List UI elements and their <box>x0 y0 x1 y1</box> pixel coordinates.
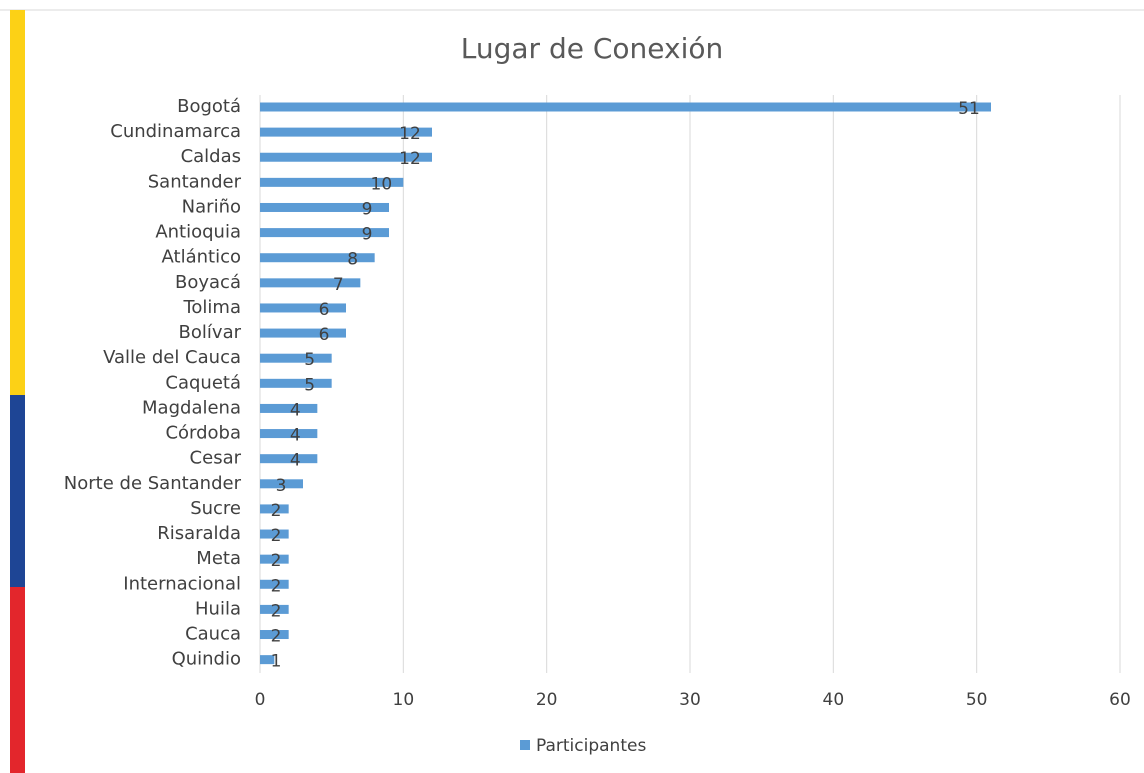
data-label: 5 <box>304 350 315 370</box>
bar <box>260 253 375 263</box>
y-tick-label: Quindio <box>172 649 241 670</box>
bar <box>260 353 332 363</box>
x-tick-label: 50 <box>966 690 988 710</box>
data-label: 2 <box>271 526 282 546</box>
y-tick-label: Meta <box>196 548 241 569</box>
data-label: 9 <box>362 225 373 245</box>
bar <box>260 403 318 413</box>
data-label: 4 <box>290 426 301 446</box>
bar <box>260 177 404 187</box>
chart-title: Lugar de Conexión <box>461 32 724 65</box>
y-tick-label: Antioquia <box>155 222 241 243</box>
bar <box>260 328 346 338</box>
y-tick-label: Bolívar <box>179 322 242 343</box>
x-tick-label: 20 <box>536 690 558 710</box>
x-tick-label: 40 <box>823 690 845 710</box>
bar <box>260 630 289 640</box>
y-tick-label: Sucre <box>190 498 241 519</box>
data-label: 3 <box>276 476 287 496</box>
data-label: 5 <box>304 375 315 395</box>
data-label: 1 <box>271 652 282 672</box>
bar <box>260 604 289 614</box>
data-label: 6 <box>319 300 330 320</box>
bar <box>260 655 275 665</box>
y-tick-label: Valle del Cauca <box>103 347 241 368</box>
data-label: 12 <box>399 149 421 169</box>
x-tick-label: 60 <box>1109 690 1131 710</box>
y-tick-label: Boyacá <box>175 272 241 293</box>
y-tick-label: Córdoba <box>165 423 241 444</box>
y-tick-label: Bogotá <box>177 96 241 117</box>
data-label: 12 <box>399 124 421 144</box>
y-tick-label: Cundinamarca <box>110 121 241 142</box>
data-label: 4 <box>290 451 301 471</box>
data-label: 7 <box>333 275 344 295</box>
data-label: 2 <box>271 551 282 571</box>
y-tick-label: Magdalena <box>142 397 241 418</box>
bar <box>260 504 289 514</box>
y-tick-label: Cesar <box>190 448 242 469</box>
bar <box>260 127 432 137</box>
x-tick-label: 0 <box>255 690 266 710</box>
y-tick-label: Cauca <box>185 624 241 645</box>
x-tick-label: 10 <box>393 690 415 710</box>
data-label: 51 <box>958 99 980 119</box>
y-tick-label: Caquetá <box>165 372 241 393</box>
y-tick-label: Caldas <box>181 146 241 167</box>
data-label: 6 <box>319 325 330 345</box>
bar <box>260 579 289 589</box>
stripe-red <box>10 587 25 773</box>
bar <box>260 454 318 464</box>
stripe-blue <box>10 395 25 587</box>
x-tick-label: 30 <box>679 690 701 710</box>
y-tick-label: Norte de Santander <box>64 473 242 494</box>
data-label: 2 <box>271 576 282 596</box>
data-label: 2 <box>271 601 282 621</box>
bar <box>260 378 332 388</box>
y-tick-label: Huila <box>195 598 241 619</box>
y-tick-label: Santander <box>148 171 242 192</box>
legend-label: Participantes <box>536 736 646 756</box>
data-label: 8 <box>347 250 358 270</box>
bar <box>260 152 432 162</box>
bar <box>260 554 289 564</box>
bar <box>260 529 289 539</box>
y-tick-label: Risaralda <box>157 523 241 544</box>
y-tick-label: Tolima <box>182 297 241 318</box>
y-tick-label: Internacional <box>123 573 241 594</box>
bar <box>260 202 389 212</box>
y-tick-label: Nariño <box>182 196 241 217</box>
data-label: 10 <box>371 174 393 194</box>
bar <box>260 102 991 112</box>
data-label: 4 <box>290 400 301 420</box>
bar <box>260 228 389 238</box>
bar <box>260 479 303 489</box>
legend-swatch <box>520 740 530 750</box>
data-label: 9 <box>362 199 373 219</box>
data-label: 2 <box>271 501 282 521</box>
bar <box>260 278 361 288</box>
bar <box>260 429 318 439</box>
bar <box>260 303 346 313</box>
data-label: 2 <box>271 627 282 647</box>
stripe-yellow <box>10 10 25 395</box>
y-tick-label: Atlántico <box>162 247 241 268</box>
